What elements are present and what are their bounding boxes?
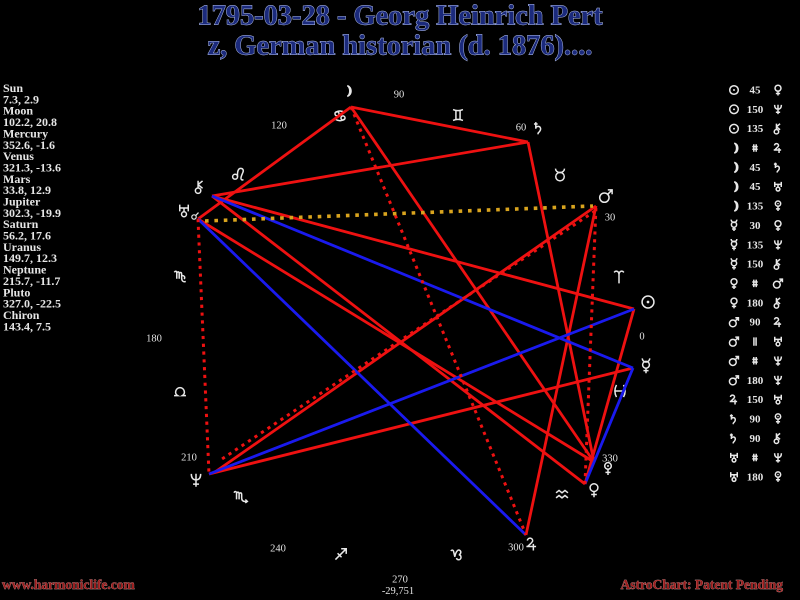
svg-text:1795-03-28 - Georg Heinrich Pe: 1795-03-28 - Georg Heinrich Pert <box>197 1 603 32</box>
svg-text:135: 135 <box>747 123 764 135</box>
svg-text:327.0, -22.5: 327.0, -22.5 <box>3 297 61 311</box>
svg-text:Chiron: Chiron <box>3 308 40 322</box>
svg-text:321.3, -13.6: 321.3, -13.6 <box>3 160 61 174</box>
svg-text:150: 150 <box>747 104 764 116</box>
svg-text:352.6, -1.6: 352.6, -1.6 <box>3 138 55 152</box>
svg-text:90: 90 <box>394 90 405 101</box>
svg-text:www.harmoniclife.com: www.harmoniclife.com <box>2 577 135 592</box>
svg-text:180: 180 <box>747 472 764 484</box>
svg-text:30: 30 <box>750 220 762 232</box>
svg-text:Sun: Sun <box>3 81 23 95</box>
svg-text:z, German historian (d. 1876).: z, German historian (d. 1876).... <box>208 31 593 62</box>
svg-text:30: 30 <box>605 213 616 224</box>
svg-text:7.3, 2.9: 7.3, 2.9 <box>3 92 39 106</box>
svg-text:AstroChart: Patent Pending: AstroChart: Patent Pending <box>621 577 784 592</box>
svg-text:143.4, 7.5: 143.4, 7.5 <box>3 319 51 333</box>
svg-text:300: 300 <box>508 543 524 554</box>
svg-text:180: 180 <box>146 334 162 345</box>
svg-text:Mercury: Mercury <box>3 126 48 140</box>
svg-text:240: 240 <box>270 544 286 555</box>
svg-text:150: 150 <box>747 394 764 406</box>
svg-text:Saturn: Saturn <box>3 217 39 231</box>
svg-text:Pluto: Pluto <box>3 285 30 299</box>
svg-text:180: 180 <box>747 375 764 387</box>
svg-text:302.3, -19.9: 302.3, -19.9 <box>3 206 61 220</box>
svg-text:102.2, 20.8: 102.2, 20.8 <box>3 115 57 129</box>
svg-text:Jupiter: Jupiter <box>3 195 41 209</box>
svg-text:Neptune: Neptune <box>3 263 47 277</box>
svg-text:135: 135 <box>747 201 764 213</box>
svg-text:Mars: Mars <box>3 172 31 186</box>
svg-text:56.2, 17.6: 56.2, 17.6 <box>3 229 51 243</box>
svg-text:Moon: Moon <box>3 104 33 118</box>
svg-text:Uranus: Uranus <box>3 240 41 254</box>
svg-text:90: 90 <box>750 317 762 329</box>
svg-text:149.7, 12.3: 149.7, 12.3 <box>3 251 57 265</box>
svg-text:180: 180 <box>747 297 764 309</box>
svg-text:45: 45 <box>750 85 762 97</box>
svg-text:215.7, -11.7: 215.7, -11.7 <box>3 274 60 288</box>
svg-text:120: 120 <box>271 121 287 132</box>
svg-text:Venus: Venus <box>3 149 34 163</box>
svg-text:135: 135 <box>747 239 764 251</box>
svg-text:45: 45 <box>750 181 762 193</box>
svg-text:330: 330 <box>602 454 618 465</box>
svg-text:60: 60 <box>516 123 527 134</box>
svg-text:-29,751: -29,751 <box>382 586 414 597</box>
svg-text:210: 210 <box>181 453 197 464</box>
svg-text:90: 90 <box>750 433 762 445</box>
svg-text:45: 45 <box>750 162 762 174</box>
svg-text:90: 90 <box>750 414 762 426</box>
svg-text:33.8, 12.9: 33.8, 12.9 <box>3 183 51 197</box>
svg-text:270: 270 <box>392 575 408 586</box>
svg-text:0: 0 <box>639 332 644 343</box>
svg-text:150: 150 <box>747 259 764 271</box>
